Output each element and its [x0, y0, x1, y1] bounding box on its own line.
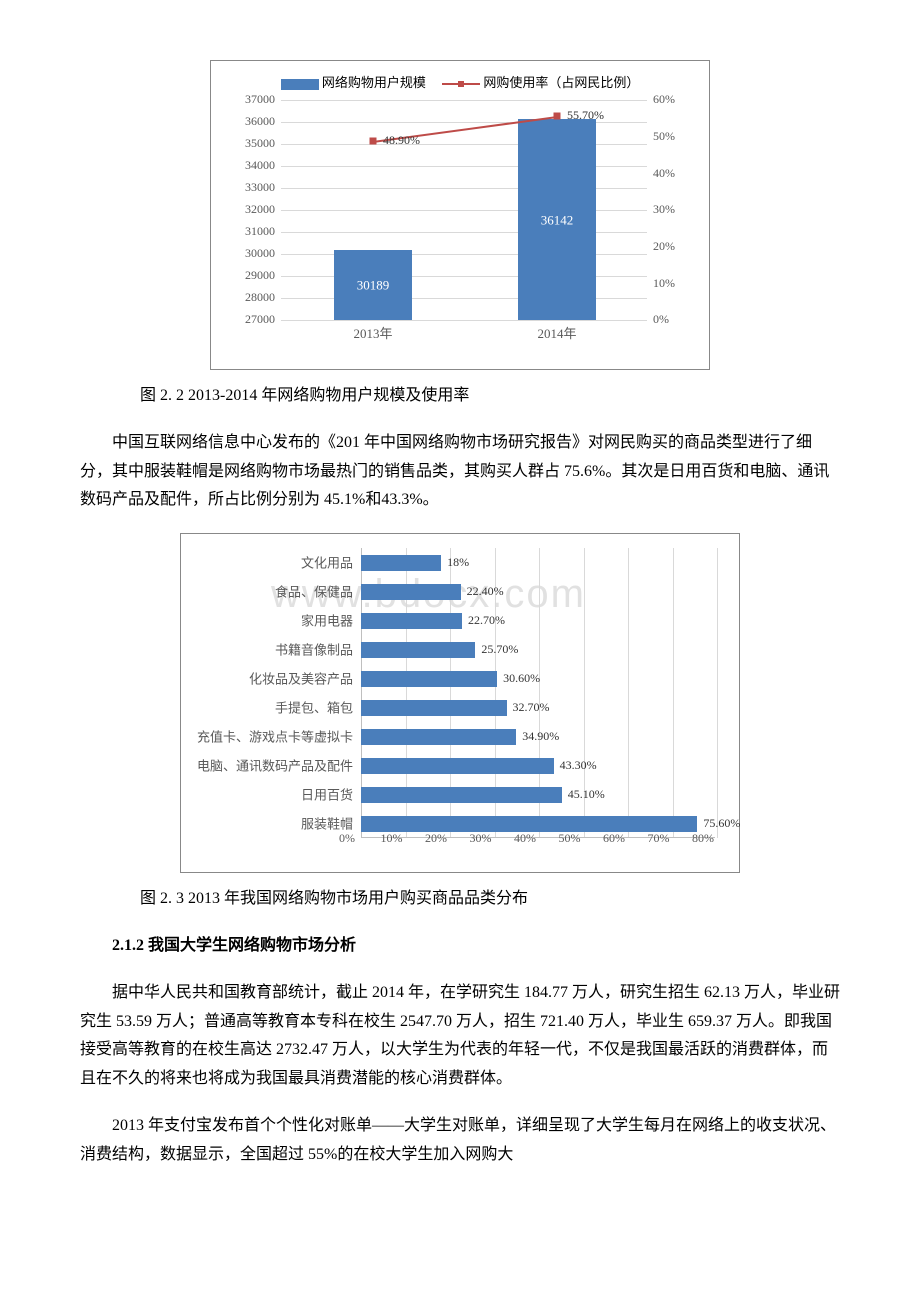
- section-heading: 2.1.2 我国大学生网络购物市场分析: [80, 932, 840, 961]
- paragraph-3: 2013 年支付宝发布首个个性化对账单——大学生对账单，详细呈现了大学生每月在网…: [80, 1112, 840, 1170]
- chart2-bar: 32.70%: [361, 700, 507, 716]
- chart-user-scale: 网络购物用户规模 网购使用率（占网民比例）2700028000290003000…: [210, 60, 710, 370]
- chart2-bar: 45.10%: [361, 787, 562, 803]
- chart2-bar: 22.40%: [361, 584, 461, 600]
- chart2-bar: 30.60%: [361, 671, 497, 687]
- chart2-caption: 图 2. 3 2013 年我国网络购物市场用户购买商品品类分布: [140, 885, 840, 914]
- chart1-caption: 图 2. 2 2013-2014 年网络购物用户规模及使用率: [140, 382, 840, 411]
- chart2-bar: 22.70%: [361, 613, 462, 629]
- chart1-bar: 36142: [518, 119, 595, 320]
- chart-category-distribution: www.bdocx.com 文化用品食品、保健品家用电器书籍音像制品化妆品及美容…: [180, 533, 740, 873]
- chart2-bar: 43.30%: [361, 758, 554, 774]
- chart2-bar: 34.90%: [361, 729, 516, 745]
- chart1-bar: 30189: [334, 250, 411, 320]
- paragraph-2: 据中华人民共和国教育部统计，截止 2014 年，在学研究生 184.77 万人，…: [80, 979, 840, 1094]
- chart2-bar: 25.70%: [361, 642, 475, 658]
- chart2-bar: 18%: [361, 555, 441, 571]
- chart1-legend: 网络购物用户规模 网购使用率（占网民比例）: [231, 71, 689, 94]
- paragraph-1: 中国互联网络信息中心发布的《201 年中国网络购物市场研究报告》对网民购买的商品…: [80, 429, 840, 515]
